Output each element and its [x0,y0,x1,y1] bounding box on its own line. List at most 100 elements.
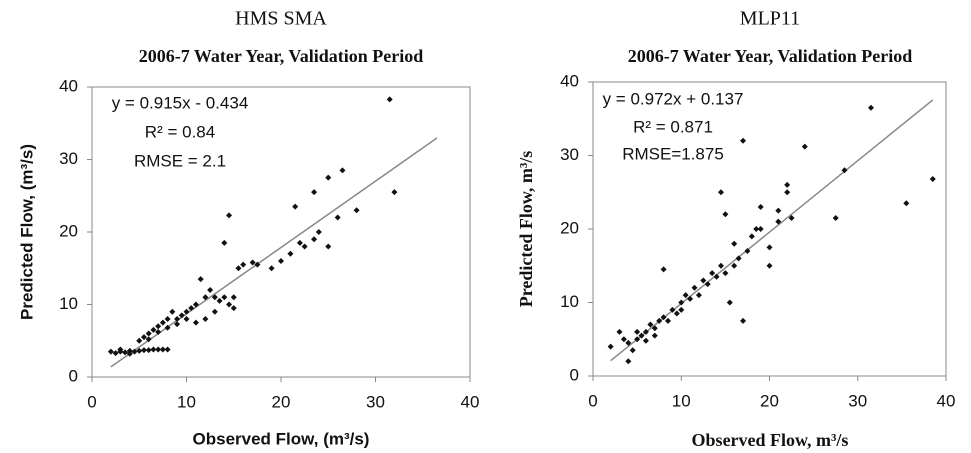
point [740,137,747,144]
point [731,262,738,269]
point [216,297,223,304]
point [174,316,181,322]
point [155,323,162,330]
chart-title: MLP11 [740,8,800,30]
point [757,203,764,210]
point [155,329,162,336]
point [775,218,782,225]
point [183,308,190,315]
y-tick-label: 40 [560,71,579,90]
y-tick-label: 10 [59,294,78,313]
point [867,104,874,111]
y-tick-label: 0 [69,366,78,385]
point [704,281,711,288]
point [226,301,233,308]
y-tick-label: 30 [59,149,78,168]
point [131,348,138,355]
x-tick-label: 20 [760,391,779,410]
point [647,321,654,328]
point [656,317,663,324]
point [695,292,702,299]
y-axis-label: Predicted Flow, m³/s [516,151,536,308]
point [235,265,242,272]
point [660,266,667,273]
y-tick-label: 40 [59,76,78,95]
y-tick-label: 10 [560,292,579,311]
x-axis-label: Observed Flow, (m³/s) [193,429,370,448]
x-axis-label: Observed Flow, m³/s [692,430,849,450]
point [164,324,171,331]
point [766,244,773,251]
point [678,306,685,313]
point [221,239,228,246]
point [717,262,724,269]
point [691,284,698,291]
point [240,261,247,268]
point [801,143,808,150]
point [145,336,152,343]
point [682,292,689,299]
point [775,207,782,214]
point [202,316,209,322]
x-tick-label: 30 [366,392,385,411]
point [748,233,755,240]
point [629,347,636,354]
annotation: R² = 0.84 [145,122,215,141]
point [334,214,341,221]
point [159,346,166,353]
point [731,240,738,247]
point [145,330,152,337]
x-tick-label: 40 [937,391,956,410]
point [713,273,720,280]
point [202,294,209,301]
point [788,214,795,221]
point [296,239,303,246]
point [722,270,729,277]
point [268,265,275,272]
point [726,299,733,306]
point [678,299,685,306]
point [673,310,680,317]
point [634,328,641,335]
point [386,96,393,103]
point [353,207,360,214]
point [766,262,773,269]
point [757,226,764,232]
x-tick-label: 10 [177,392,196,411]
point [221,294,228,301]
x-tick-label: 20 [272,392,291,411]
point [292,203,299,210]
point [169,308,176,315]
point [642,337,649,344]
x-tick-label: 40 [461,392,480,411]
point [325,243,332,250]
point [126,350,133,357]
point [112,350,119,357]
point [117,346,124,353]
chart-subtitle: 2006-7 Water Year, Validation Period [628,46,913,66]
point [311,236,318,243]
point [278,258,284,264]
point [651,332,658,339]
point [155,346,162,353]
point [709,270,716,277]
point [753,226,760,232]
point [188,305,195,312]
point [140,334,147,341]
x-tick-label: 0 [588,391,597,410]
point [211,308,218,315]
point [669,306,676,313]
point [832,214,839,221]
point [207,287,214,293]
point [249,259,256,266]
point [192,319,199,326]
point [145,347,152,354]
point [665,317,672,324]
point [616,328,623,335]
point [607,343,614,350]
y-tick-label: 30 [560,145,579,164]
point [287,250,294,257]
point [339,167,346,174]
point [903,200,910,207]
